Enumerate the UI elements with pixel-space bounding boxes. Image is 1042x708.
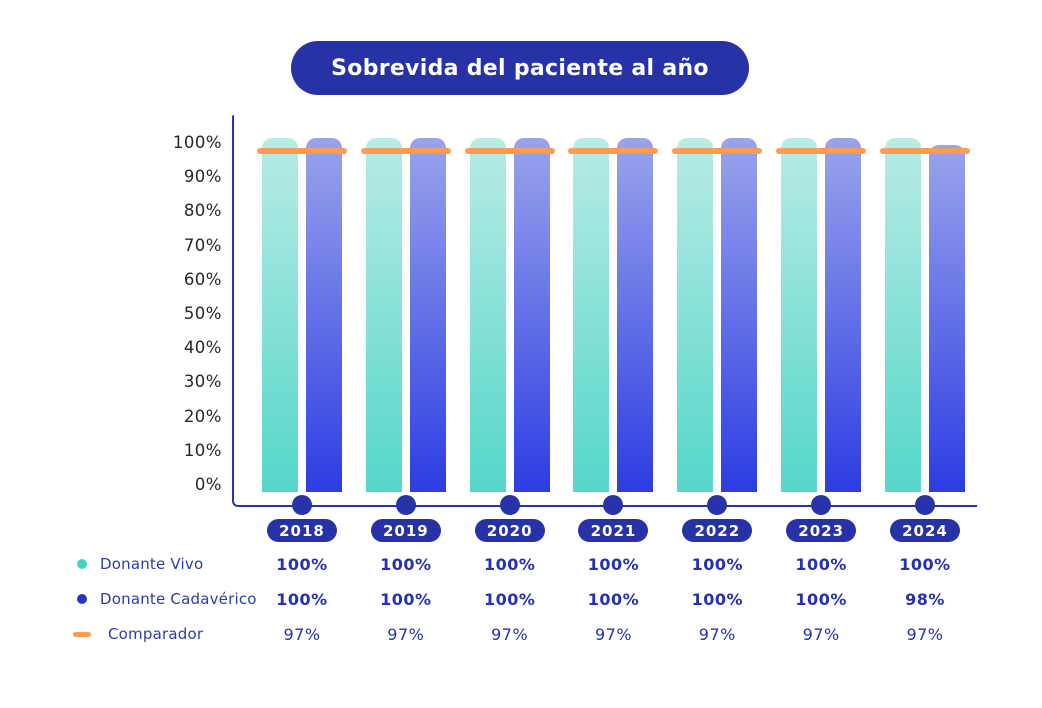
x-axis-dot (707, 495, 728, 515)
x-axis-dot (292, 495, 312, 515)
comparator-line-segment (776, 147, 867, 154)
comparator-line-segment (360, 147, 451, 154)
comparator-line-segment (672, 147, 763, 154)
value-cell: 100% (691, 590, 744, 609)
legend-item: Donante Vivo (70, 554, 270, 574)
year-badge: 2018 (267, 519, 337, 542)
year-badge: 2023 (786, 519, 857, 542)
comparator-line-segment (257, 147, 347, 154)
value-cell: 100% (276, 555, 328, 574)
year-badge: 2019 (370, 519, 441, 542)
x-axis-dot (395, 495, 416, 515)
legend-item-label: Donante Vivo (100, 555, 204, 573)
value-cell: 97% (802, 625, 840, 644)
y-axis-tick-label: 20% (183, 406, 222, 426)
y-axis-tick-label: 50% (183, 304, 222, 323)
x-axis-dot (914, 495, 935, 515)
value-cell: 97% (387, 625, 425, 644)
value-cell: 97% (698, 625, 736, 644)
value-cell: 100% (380, 555, 432, 574)
value-cell: 100% (691, 555, 744, 574)
y-axis-tick-label: 80% (183, 201, 222, 221)
cadaveric-donor-bar (513, 138, 550, 492)
value-cell: 97% (906, 625, 944, 644)
y-axis-tick-label: 0% (194, 475, 222, 494)
value-cell: 100% (587, 590, 640, 609)
legend-item: Comparador (70, 624, 270, 644)
y-axis-tick-label: 40% (183, 338, 222, 358)
living-donor-bar (677, 138, 714, 492)
cadaveric-donor-bar (617, 138, 654, 492)
living-donor-legend-dot-icon (77, 559, 87, 569)
value-cell: 100% (380, 590, 432, 609)
legend-item-label: Donante Cadavérico (100, 590, 257, 608)
comparator-line-segment (568, 147, 659, 154)
cadaveric-donor-bar (409, 138, 446, 492)
value-cell: 100% (483, 555, 536, 574)
year-badge: 2021 (578, 519, 649, 542)
value-cell: 100% (899, 555, 951, 574)
y-axis-tick-label: 30% (183, 372, 222, 392)
value-cell: 97% (491, 625, 529, 644)
cadaveric-donor-bar (825, 138, 862, 492)
y-axis-tick-label: 70% (183, 235, 222, 255)
chart-title: Sobrevida del paciente al año (331, 55, 709, 81)
comparator-legend-dash-icon (73, 631, 91, 637)
x-axis-dot (499, 495, 520, 515)
living-donor-bar (781, 138, 818, 492)
year-badge: 2020 (474, 519, 545, 542)
comparator-line-segment (879, 147, 970, 154)
value-cell: 100% (587, 555, 640, 574)
y-axis-tick-label: 60% (183, 269, 222, 289)
chart-title-badge: Sobrevida del paciente al año (291, 41, 749, 95)
living-donor-bar (469, 138, 506, 492)
comparator-line-segment (464, 147, 555, 154)
legend-item: Donante Cadavérico (70, 589, 270, 609)
y-axis-tick-label: 90% (183, 167, 222, 187)
legend-item-label: Comparador (108, 625, 204, 643)
value-cell: 100% (276, 590, 328, 609)
cadaveric-donor-legend-dot-icon (77, 594, 87, 604)
value-cell: 97% (594, 625, 633, 644)
value-cell: 100% (795, 555, 847, 574)
year-badge: 2022 (682, 519, 753, 542)
living-donor-bar (365, 138, 402, 492)
y-axis-tick-label: 100% (172, 133, 222, 152)
living-donor-bar (262, 138, 298, 492)
y-axis-tick-label: 10% (183, 440, 222, 460)
cadaveric-donor-bar (928, 145, 965, 492)
x-axis-dot (603, 495, 624, 515)
cadaveric-donor-bar (721, 138, 758, 492)
value-cell: 97% (283, 625, 321, 644)
value-cell: 100% (483, 590, 536, 609)
cadaveric-donor-bar (306, 138, 342, 492)
living-donor-bar (884, 138, 921, 492)
year-badge: 2024 (889, 519, 960, 542)
value-cell: 100% (795, 590, 847, 609)
living-donor-bar (573, 138, 610, 492)
x-axis-dot (811, 495, 832, 515)
value-cell: 98% (905, 590, 945, 609)
